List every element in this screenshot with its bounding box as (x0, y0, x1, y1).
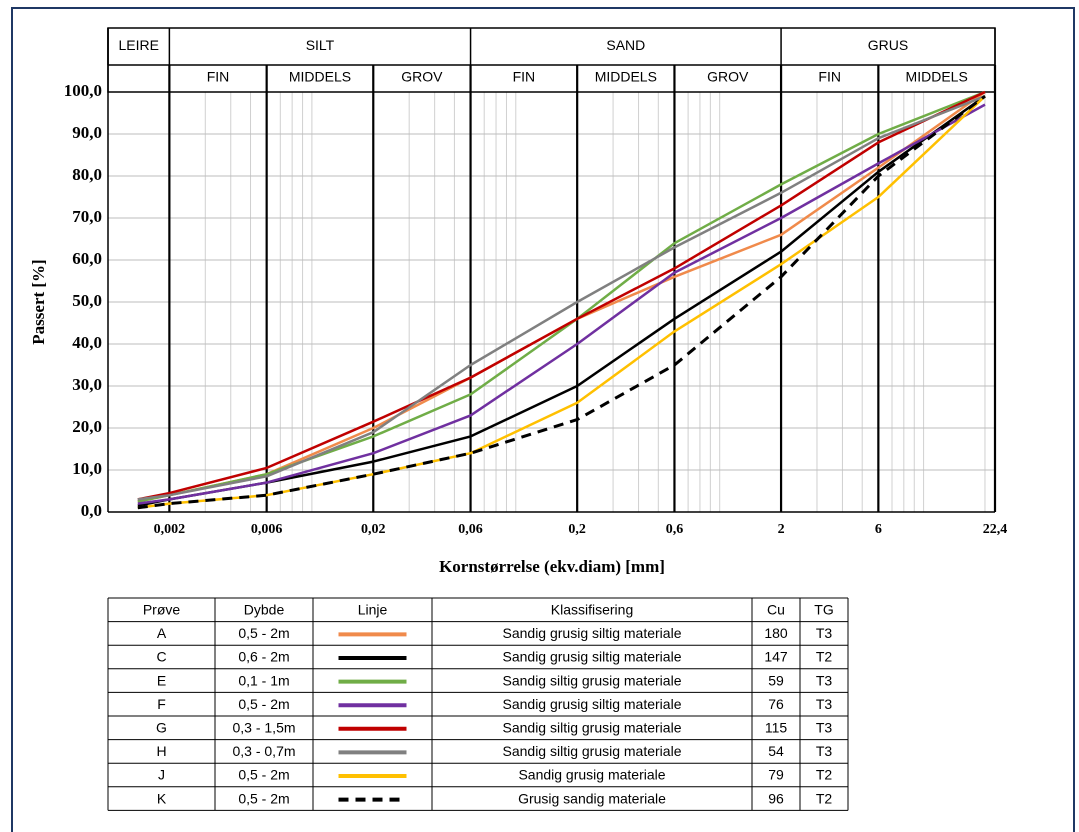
table-cell: 180 (764, 625, 788, 641)
table-cell: F (157, 696, 166, 712)
table-cell: K (157, 790, 167, 806)
table-cell: T2 (816, 790, 833, 806)
table-cell: T3 (816, 720, 833, 736)
table-cell: 0,6 - 2m (238, 649, 289, 665)
y-tick-label: 60,0 (72, 249, 102, 268)
x-tick-label: 6 (875, 522, 882, 537)
table-cell: 0,3 - 0,7m (232, 743, 295, 759)
table-cell: 79 (768, 767, 784, 783)
zone-label: LEIRE (118, 37, 158, 53)
table-cell: Sandig grusig siltig materiale (503, 696, 682, 712)
x-tick-label: 0,002 (154, 522, 186, 537)
table-cell: 0,1 - 1m (238, 672, 289, 688)
table-cell: 0,5 - 2m (238, 767, 289, 783)
table-cell: Sandig grusig siltig materiale (503, 625, 682, 641)
series-line (137, 103, 986, 505)
y-tick-label: 50,0 (72, 291, 102, 310)
x-tick-label: 0,2 (568, 522, 586, 537)
series-line (137, 90, 986, 503)
table-cell: 59 (768, 672, 784, 688)
x-tick-label: 0,006 (251, 522, 283, 537)
table-cell: 76 (768, 696, 784, 712)
series-line (137, 95, 986, 501)
table-cell: C (156, 649, 166, 665)
frame (11, 7, 1075, 832)
table-cell: Grusig sandig materiale (518, 790, 666, 806)
table-cell: T3 (816, 672, 833, 688)
subzone-label: MIDDELS (906, 69, 968, 85)
table-cell: J (158, 767, 165, 783)
x-tick-label: 22,4 (983, 522, 1008, 537)
table-cell: E (157, 672, 166, 688)
table-cell: T2 (816, 767, 833, 783)
table-header: Dybde (244, 602, 285, 618)
subzone-label: MIDDELS (289, 69, 351, 85)
table-header: Cu (767, 602, 785, 618)
table-cell: 54 (768, 743, 784, 759)
table-cell: Sandig grusig materiale (518, 767, 665, 783)
table-cell: 0,5 - 2m (238, 625, 289, 641)
subzone-label: GROV (707, 69, 749, 85)
subzone-label: FIN (818, 69, 841, 85)
y-axis-label: Passert [%] (29, 259, 48, 344)
table-cell: T3 (816, 625, 833, 641)
y-tick-label: 10,0 (72, 459, 102, 478)
table-cell: Sandig grusig siltig materiale (503, 649, 682, 665)
zone-label: SILT (306, 37, 335, 53)
series-line (137, 90, 986, 501)
subzone-label: GROV (401, 69, 443, 85)
y-tick-label: 30,0 (72, 375, 102, 394)
series-line (137, 90, 986, 503)
y-tick-label: 0,0 (81, 501, 102, 520)
table-cell: 0,5 - 2m (238, 696, 289, 712)
table-header: Klassifisering (551, 602, 633, 618)
x-tick-label: 0,06 (458, 522, 483, 537)
y-tick-label: 90,0 (72, 123, 102, 142)
x-tick-label: 0,6 (666, 522, 684, 537)
y-tick-label: 20,0 (72, 417, 102, 436)
table-cell: 115 (765, 720, 788, 736)
table-cell: 96 (768, 790, 784, 806)
table-cell: Sandig siltig grusig materiale (503, 720, 682, 736)
y-tick-label: 40,0 (72, 333, 102, 352)
x-tick-label: 0,02 (361, 522, 386, 537)
subzone-label: FIN (207, 69, 230, 85)
table-header: Prøve (143, 602, 181, 618)
zone-label: GRUS (868, 37, 908, 53)
subzone-label: FIN (513, 69, 536, 85)
table-cell: A (157, 625, 167, 641)
header-frame (107, 27, 996, 93)
x-tick-label: 2 (778, 522, 785, 537)
table-cell: 0,3 - 1,5m (232, 720, 295, 736)
series-line (137, 95, 986, 510)
y-tick-label: 100,0 (64, 81, 102, 100)
table-cell: 0,5 - 2m (238, 790, 289, 806)
y-tick-label: 80,0 (72, 165, 102, 184)
subzone-label: MIDDELS (595, 69, 657, 85)
table-cell: G (156, 720, 167, 736)
table-header: Linje (358, 602, 388, 618)
zone-label: SAND (606, 37, 645, 53)
table-cell: Sandig siltig grusig materiale (503, 743, 682, 759)
table-cell: T3 (816, 743, 833, 759)
series-line (137, 94, 986, 510)
x-axis-label: Kornstørrelse (ekv.diam) [mm] (439, 557, 665, 576)
table-cell: 147 (764, 649, 788, 665)
table-header: TG (814, 602, 833, 618)
series-line (137, 95, 986, 507)
y-tick-label: 70,0 (72, 207, 102, 226)
table-cell: T2 (816, 649, 833, 665)
table-cell: Sandig siltig grusig materiale (503, 672, 682, 688)
table-cell: T3 (816, 696, 833, 712)
table-cell: H (156, 743, 166, 759)
